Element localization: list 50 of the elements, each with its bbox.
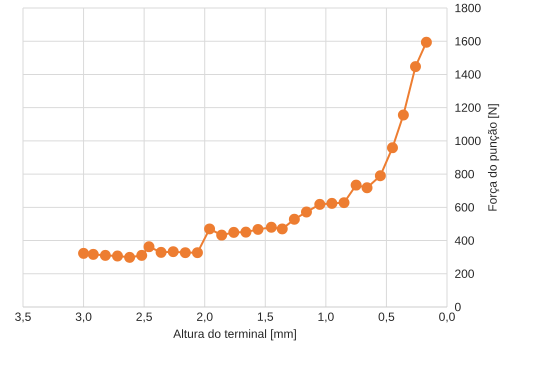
x-tick-label: 1,5 (258, 312, 274, 322)
x-tick-label: 2,0 (196, 312, 213, 322)
point (300, 206, 312, 218)
point (168, 246, 179, 258)
point (410, 61, 421, 72)
point (204, 223, 216, 234)
y-tick-label: 1200 (455, 103, 481, 112)
point (386, 142, 398, 154)
x-tick-label: 3,0 (76, 312, 92, 322)
point (144, 241, 154, 252)
point (124, 252, 136, 263)
point (240, 226, 252, 238)
point (350, 180, 362, 191)
point (78, 248, 90, 259)
point (338, 197, 350, 208)
x-tick-label: 1,0 (318, 312, 334, 322)
y-tick-label: 1600 (455, 36, 481, 46)
x-axis-title: Altura do terminal [mm] (173, 329, 296, 340)
point (288, 214, 300, 225)
y-tick-label: 0 (454, 302, 461, 312)
y-axis-title: Força do punção [N] (488, 104, 500, 211)
point (136, 250, 148, 261)
point (276, 223, 288, 234)
y-tick-label: 1000 (455, 136, 481, 146)
point (112, 250, 123, 262)
point (228, 226, 240, 238)
y-tick-label: 1800 (455, 4, 481, 12)
point (314, 198, 326, 210)
point (88, 248, 99, 260)
point (374, 170, 386, 182)
point (156, 246, 167, 258)
x-tick-label: 0,5 (378, 312, 394, 322)
y-tick-label: 1400 (455, 70, 481, 79)
y-tick-label: 200 (455, 270, 474, 278)
x-tick-label: 3,5 (15, 312, 31, 322)
point (326, 198, 338, 209)
y-tick-label: 600 (455, 203, 474, 212)
point (362, 182, 373, 194)
point (398, 109, 409, 120)
y-tick-label: 400 (454, 236, 474, 245)
point (420, 36, 432, 48)
point (180, 247, 191, 258)
point (192, 247, 203, 258)
y-tick-label: 800 (455, 170, 474, 178)
point (216, 230, 228, 241)
x-tick-label: 2,5 (136, 312, 152, 322)
point (252, 224, 264, 235)
point (266, 222, 277, 233)
point (100, 250, 111, 261)
x-tick-label: 0,0 (439, 312, 455, 322)
